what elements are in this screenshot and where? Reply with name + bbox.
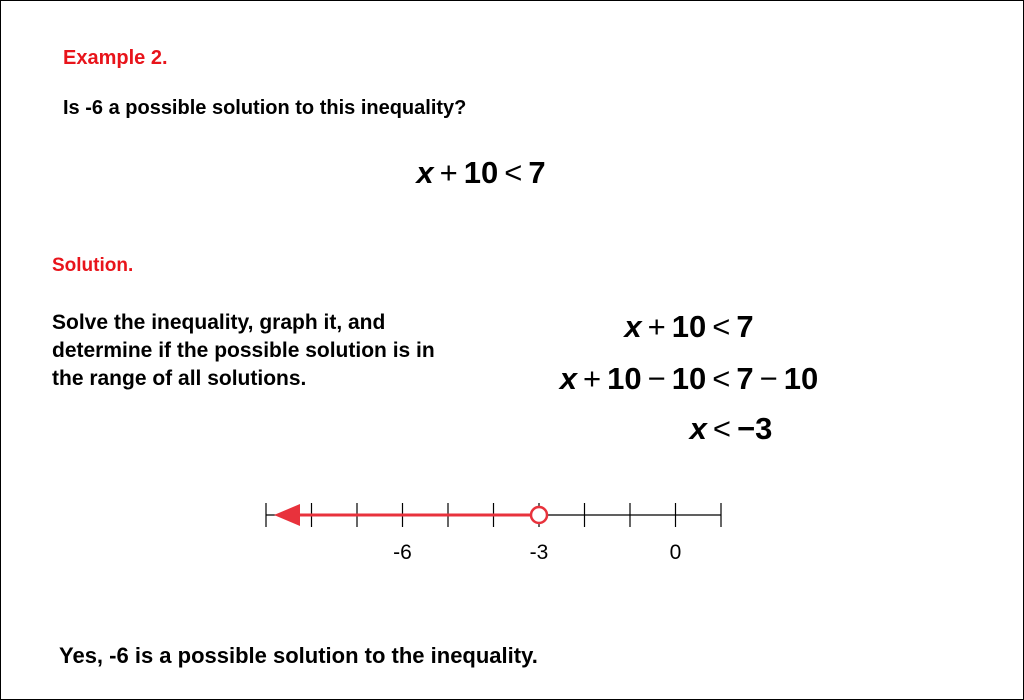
step-1-relation: < [712, 309, 731, 344]
number-line-label: 0 [670, 541, 682, 564]
step-3-rhs: −3 [737, 411, 773, 446]
step-2-equation: x +10−10 <7−10 [539, 361, 839, 397]
step-2-minus-left: − [647, 361, 666, 396]
step-2-constant: 10 [607, 361, 642, 396]
number-line-label: -3 [530, 541, 549, 564]
step-2-subtracted-right: 10 [783, 361, 819, 396]
step-1-equation: x +10 <7 [589, 309, 789, 345]
step-2-rhs: 7 [736, 361, 754, 396]
step-1-plus: + [647, 309, 666, 344]
inequality-plus: + [439, 155, 458, 190]
step-2-minus-right: − [759, 361, 778, 396]
open-endpoint [529, 505, 549, 525]
inequality-equation: x +10 <7 [381, 155, 581, 191]
inequality-variable: x [416, 155, 434, 190]
solution-ray-arrowhead [274, 504, 300, 526]
solution-label: Solution. [52, 255, 134, 276]
inequality-relation: < [504, 155, 523, 190]
step-2-plus: + [583, 361, 602, 396]
step-3-equation: x < −3 [641, 411, 821, 447]
step-1-rhs: 7 [736, 309, 754, 344]
question-text: Is -6 a possible solution to this inequa… [63, 97, 467, 119]
inequality-rhs: 7 [528, 155, 546, 190]
step-2-relation: < [712, 361, 731, 396]
instructions-text: Solve the inequality, graph it, and dete… [52, 311, 435, 390]
step-1-variable: x [624, 309, 642, 344]
number-line-labels: -6 -3 0 [393, 541, 681, 564]
inequality-constant: 10 [463, 155, 499, 190]
step-3-variable: x [689, 411, 707, 446]
example-label: Example 2. [63, 47, 168, 69]
step-1-constant: 10 [671, 309, 707, 344]
number-line-label: -6 [393, 541, 412, 564]
number-line: -6 -3 0 [265, 503, 722, 564]
step-2-subtracted-left: 10 [671, 361, 707, 396]
step-2-variable: x [559, 361, 578, 396]
step-3-relation: < [712, 411, 731, 446]
answer-text: Yes, -6 is a possible solution to the in… [59, 643, 538, 668]
